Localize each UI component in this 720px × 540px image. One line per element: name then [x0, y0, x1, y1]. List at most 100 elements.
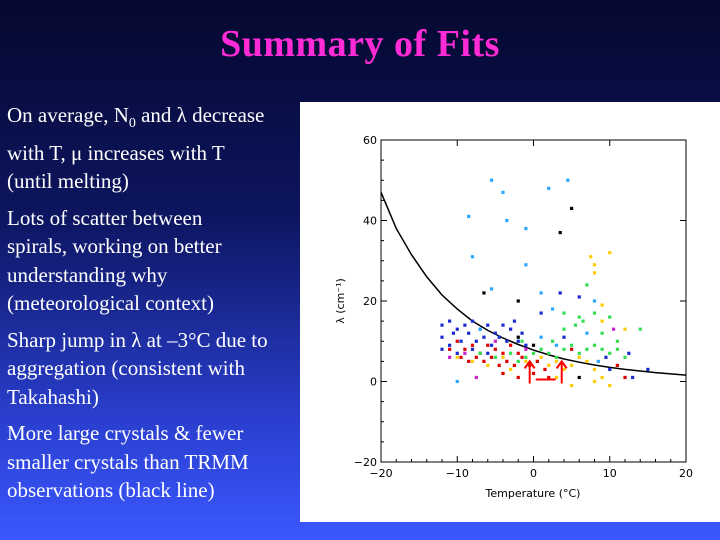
data-point: [478, 351, 482, 355]
bullet-2-line-1: Lots of scatter between: [7, 205, 203, 230]
data-point: [547, 351, 551, 355]
data-point: [600, 319, 604, 323]
data-point: [486, 343, 490, 347]
y-axis-label: λ (cm⁻¹): [334, 278, 347, 324]
bullet-3-line-3: Takahashi): [7, 384, 99, 409]
data-point: [463, 347, 467, 351]
data-point: [589, 255, 593, 259]
data-point: [608, 251, 612, 255]
data-point: [577, 375, 581, 380]
data-point: [573, 323, 578, 327]
data-point: [592, 263, 597, 267]
data-point: [474, 355, 478, 359]
data-point: [505, 339, 509, 343]
data-point: [570, 363, 574, 367]
data-point: [558, 230, 562, 235]
data-point: [577, 295, 581, 299]
data-point: [615, 347, 619, 351]
data-point: [463, 351, 467, 355]
data-point: [539, 355, 543, 359]
data-point: [489, 178, 494, 182]
data-point: [562, 327, 566, 331]
data-point: [455, 379, 459, 384]
data-point: [509, 367, 513, 372]
data-point: [608, 367, 612, 372]
data-point: [570, 343, 574, 347]
bullet-4-line-1: More large crystals & fewer: [7, 421, 244, 446]
data-point: [440, 347, 444, 351]
data-point: [470, 347, 475, 351]
data-point: [516, 335, 520, 339]
data-point: [459, 339, 463, 343]
data-point: [455, 339, 459, 343]
data-point: [501, 190, 505, 194]
data-point: [467, 331, 471, 335]
data-point: [459, 355, 463, 359]
data-point: [577, 315, 581, 319]
data-point: [501, 371, 505, 376]
data-point: [501, 355, 505, 359]
data-point: [539, 291, 543, 295]
data-point: [512, 319, 517, 323]
bullet-jump: Sharp jump in λ at –3°C due to aggregati…: [7, 326, 307, 412]
data-point: [623, 355, 627, 359]
data-point: [524, 263, 528, 267]
data-point: [562, 367, 566, 372]
data-point: [600, 331, 604, 335]
data-point: [486, 363, 490, 367]
data-point: [505, 218, 509, 223]
x-tick-label: 20: [679, 467, 693, 480]
bullet-2-line-2: spirals, working on better: [7, 234, 222, 259]
data-point: [554, 375, 558, 380]
bullet-averages: On average, N0 and λ decrease with T, μ …: [7, 101, 307, 196]
bullet-3-line-2: aggregation (consistent with: [7, 356, 245, 381]
data-point: [554, 359, 558, 363]
data-point: [440, 323, 444, 327]
data-point: [482, 291, 486, 295]
data-point: [623, 327, 627, 331]
data-point: [539, 335, 543, 339]
data-point: [547, 186, 551, 190]
data-point: [470, 359, 475, 363]
data-point: [550, 339, 555, 343]
data-point: [570, 347, 574, 351]
data-point: [486, 351, 490, 355]
data-point: [501, 351, 505, 355]
data-point: [608, 315, 612, 319]
bullet-1-subscript: 0: [128, 116, 136, 132]
data-point: [592, 311, 597, 315]
bullet-1-line-3: (until melting): [7, 169, 129, 194]
data-point: [592, 299, 597, 303]
data-point: [585, 331, 589, 335]
data-point: [631, 375, 635, 380]
data-point: [497, 335, 501, 339]
data-point: [592, 379, 597, 384]
y-tick-label: 0: [370, 376, 377, 389]
data-point: [562, 347, 566, 351]
data-point: [604, 355, 608, 359]
data-point: [570, 383, 574, 388]
data-point: [512, 363, 517, 367]
bullet-crystals: More large crystals & fewer smaller crys…: [7, 419, 307, 505]
x-tick-label: 0: [530, 467, 537, 480]
data-point: [581, 319, 585, 323]
data-point: [470, 319, 475, 323]
bullet-4-line-2: smaller crystals than TRMM: [7, 449, 249, 474]
data-point: [577, 355, 581, 359]
data-point: [482, 335, 486, 339]
y-tick-label: 20: [363, 295, 377, 308]
x-axis-label: Temperature (°C): [485, 487, 581, 500]
bullet-2-line-3: understanding why: [7, 262, 168, 287]
bullet-2-line-4: (meteorological context): [7, 291, 214, 316]
data-point: [497, 363, 501, 367]
jump-arrow-head: [523, 359, 536, 369]
data-point: [470, 255, 475, 259]
data-point: [505, 359, 509, 363]
data-point: [520, 331, 524, 335]
data-point: [448, 343, 452, 347]
data-point: [489, 287, 494, 291]
data-point: [627, 351, 631, 355]
data-point: [440, 335, 444, 339]
trmm-curve: [380, 192, 687, 376]
data-point: [509, 343, 513, 347]
